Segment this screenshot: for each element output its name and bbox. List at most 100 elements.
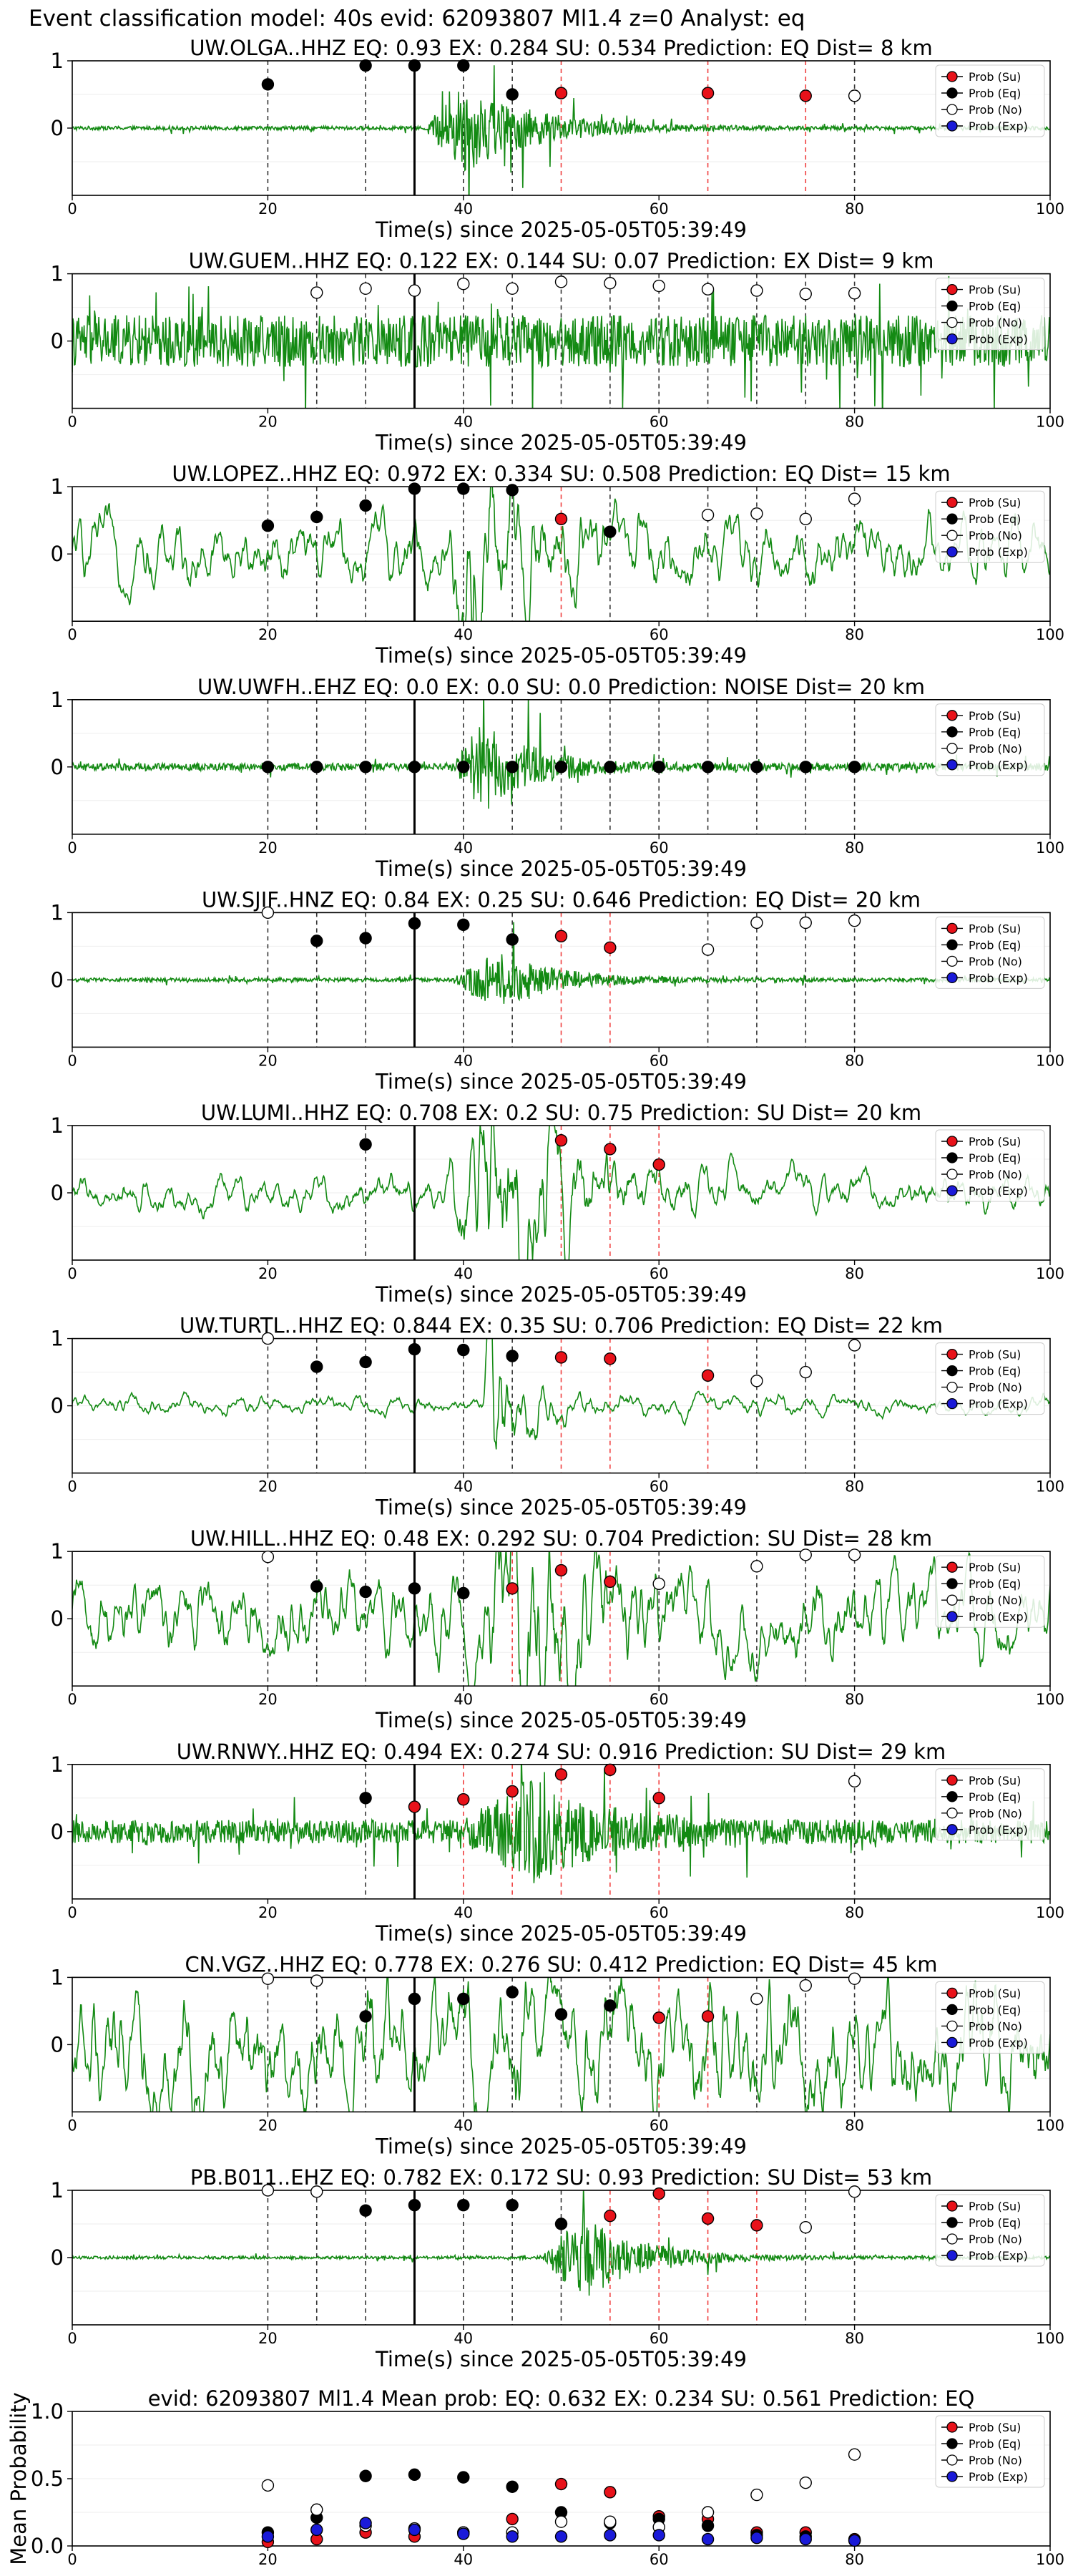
prob-marker — [848, 492, 861, 505]
prob-marker — [261, 2530, 275, 2543]
legend-box — [935, 1555, 1045, 1628]
legend-marker — [946, 1561, 958, 1573]
legend-label: Prob (Exp) — [969, 119, 1028, 133]
x-tick-label: 40 — [454, 1052, 473, 1069]
prob-marker — [457, 2198, 470, 2212]
prob-marker — [604, 941, 617, 954]
y-axis-label: Mean Probability — [6, 2392, 31, 2565]
panel-title: UW.GUEM..HHZ EQ: 0.122 EX: 0.144 SU: 0.0… — [189, 249, 934, 273]
legend-label: Prob (No) — [969, 742, 1022, 756]
prob-marker — [359, 761, 372, 774]
x-tick-label: 0 — [67, 2551, 77, 2568]
x-tick-label: 100 — [1036, 2117, 1064, 2134]
x-tick-label: 20 — [258, 2117, 278, 2134]
legend-label: Prob (Eq) — [969, 512, 1021, 526]
prob-marker — [506, 933, 519, 946]
waveform-trace — [72, 699, 1050, 809]
legend-marker — [946, 2200, 958, 2212]
legend-marker — [946, 2454, 958, 2466]
x-tick-label: 60 — [650, 2117, 669, 2134]
x-tick-label: 80 — [845, 2330, 864, 2347]
legend-marker — [946, 87, 958, 99]
legend-label: Prob (No) — [969, 529, 1022, 542]
x-tick-label: 20 — [258, 1052, 278, 1069]
y-tick-label: 1 — [51, 49, 64, 73]
legend-label: Prob (Su) — [969, 2200, 1021, 2213]
prob-marker — [310, 1580, 323, 1593]
prob-marker — [848, 2534, 861, 2547]
x-tick-label: 40 — [454, 2330, 473, 2347]
legend-marker — [946, 1381, 958, 1393]
prob-marker — [652, 279, 665, 293]
panel-title: UW.SJIF..HNZ EQ: 0.84 EX: 0.25 SU: 0.646… — [202, 887, 921, 912]
x-tick-label: 40 — [454, 200, 473, 218]
prob-marker — [506, 2512, 519, 2526]
prob-marker — [359, 932, 372, 945]
waveform-trace — [72, 2190, 1050, 2296]
prob-marker — [604, 2210, 617, 2223]
prob-marker — [506, 282, 519, 295]
x-tick-label: 100 — [1036, 1265, 1064, 1282]
x-tick-label: 0 — [67, 1691, 77, 1708]
prob-marker — [457, 1792, 470, 1806]
x-axis-label: Time(s) since 2025-05-05T05:39:49 — [375, 2134, 747, 2158]
y-tick-label: 1 — [51, 474, 64, 499]
prob-marker — [848, 914, 861, 927]
prob-marker — [457, 1586, 470, 1600]
x-tick-label: 20 — [258, 2330, 278, 2347]
x-tick-label: 80 — [845, 1691, 864, 1708]
x-tick-label: 40 — [454, 2551, 473, 2568]
x-tick-label: 20 — [258, 1478, 278, 1496]
legend-marker — [946, 1824, 958, 1835]
waveform-trace — [72, 65, 1050, 195]
x-tick-label: 0 — [67, 414, 77, 431]
prob-marker — [408, 1582, 421, 1595]
waveform-trace — [72, 1126, 1050, 1260]
legend-marker — [946, 759, 958, 771]
x-tick-label: 40 — [454, 414, 473, 431]
x-tick-label: 60 — [650, 1478, 669, 1496]
legend-box — [935, 703, 1045, 776]
legend-marker — [946, 1611, 958, 1622]
y-tick-label: 1 — [51, 1752, 64, 1777]
prob-marker — [799, 1979, 812, 1992]
prob-marker — [408, 2198, 421, 2212]
legend-label: Prob (Su) — [969, 1135, 1021, 1148]
legend-label: Prob (No) — [969, 955, 1022, 968]
legend-marker — [946, 2438, 958, 2449]
legend-label: Prob (Exp) — [969, 971, 1028, 985]
prob-marker — [261, 2479, 275, 2492]
legend-label: Prob (No) — [969, 2454, 1022, 2467]
x-tick-label: 40 — [454, 626, 473, 643]
chart-panel-9: UW.RNWY..HHZ EQ: 0.494 EX: 0.274 SU: 0.9… — [51, 1740, 1065, 1946]
legend-marker — [946, 1185, 958, 1196]
x-tick-label: 60 — [650, 1691, 669, 1708]
legend-label: Prob (Su) — [969, 922, 1021, 935]
legend-label: Prob (Eq) — [969, 1577, 1021, 1591]
legend-marker — [946, 1152, 958, 1163]
prob-marker — [701, 1369, 715, 1382]
prob-marker — [408, 2523, 421, 2537]
prob-marker — [652, 1577, 665, 1591]
prob-marker — [408, 1342, 421, 1356]
y-tick-label: 0.5 — [31, 2467, 64, 2491]
prob-marker — [701, 2212, 715, 2225]
prob-marker — [408, 284, 421, 297]
legend-marker — [946, 1578, 958, 1589]
chart-panel-12: evid: 62093807 Ml1.4 Mean prob: EQ: 0.63… — [6, 2386, 1064, 2568]
prob-marker — [506, 1350, 519, 1362]
legend-label: Prob (No) — [969, 1381, 1022, 1395]
chart-panel-1: UW.OLGA..HHZ EQ: 0.93 EX: 0.284 SU: 0.53… — [51, 36, 1065, 242]
prob-marker — [799, 1548, 812, 1561]
legend-marker — [946, 2020, 958, 2032]
panel-title: UW.HILL..HHZ EQ: 0.48 EX: 0.292 SU: 0.70… — [190, 1526, 932, 1551]
chart-panel-4: UW.UWFH..EHZ EQ: 0.0 EX: 0.0 SU: 0.0 Pre… — [51, 675, 1065, 881]
prob-marker — [261, 519, 275, 532]
panel-title: UW.UWFH..EHZ EQ: 0.0 EX: 0.0 SU: 0.0 Pre… — [197, 675, 925, 699]
legend-label: Prob (Su) — [969, 1774, 1021, 1787]
y-tick-label: 1.0 — [31, 2399, 64, 2424]
legend-label: Prob (Exp) — [969, 758, 1028, 772]
prob-marker — [701, 508, 715, 522]
y-tick-label: 0 — [51, 967, 64, 992]
